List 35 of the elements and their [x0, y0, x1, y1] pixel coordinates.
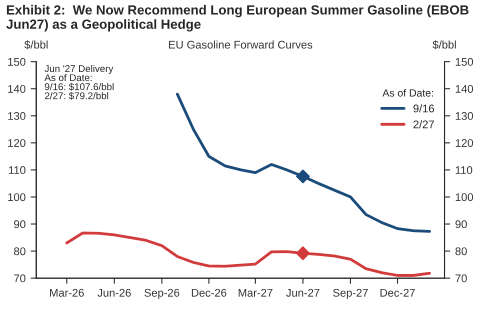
x-tick-label: Sep-26	[144, 288, 180, 299]
y2-tick-label: 110	[456, 166, 472, 174]
y-axis-title: $/bbl	[24, 40, 48, 50]
annotation: Jun '27 Delivery As of Date: 9/16: $107.6/bbl 2/27: $79.2/bbl	[44, 64, 114, 100]
x-tick-label: Jun-26	[98, 288, 131, 297]
chart-subtitle: EU Gasoline Forward Curves	[169, 40, 312, 49]
y2-tick-label: 90	[455, 220, 467, 228]
legend-label: 2/27	[413, 120, 434, 128]
legend-label: 9/16	[413, 104, 434, 112]
legend-title: As of Date:	[382, 88, 433, 97]
y2-tick-label: 140	[456, 84, 474, 93]
x-tick-label: Dec-27	[380, 288, 415, 297]
y-tick-label: 150	[8, 58, 26, 66]
y-tick-label: 120	[8, 139, 26, 147]
y-tick-label: 140	[8, 84, 26, 93]
y-tick-label: 110	[9, 166, 26, 174]
y-tick-label: 80	[14, 247, 26, 256]
line-series	[65, 232, 431, 277]
y-tick-label: 70	[14, 274, 26, 282]
x-tick-label: Jun-27	[286, 288, 320, 297]
y-tick-label: 100	[8, 193, 26, 202]
x-tick-label: Mar-26	[50, 288, 84, 297]
y2-tick-label: 120	[456, 139, 474, 147]
y-tick-label: 130	[8, 112, 26, 120]
x-tick-label: Sep-27	[333, 288, 368, 299]
y2-axis-title: $/bbl	[432, 40, 456, 50]
x-tick-label: Dec-26	[192, 288, 226, 297]
x-tick-label: Mar-27	[238, 288, 272, 297]
y2-tick-label: 80	[455, 247, 467, 256]
y2-tick-label: 100	[456, 193, 474, 202]
chart-title: Exhibit 2: We Now Recommend Long European Summer Gasoline (EBOB Jun27) as a Geopolitical Hedge	[6, 4, 469, 32]
y2-tick-label: 70	[456, 274, 467, 282]
y2-tick-label: 150	[456, 58, 474, 66]
y-tick-label: 90	[14, 220, 26, 228]
y2-tick-label: 130	[456, 112, 474, 120]
